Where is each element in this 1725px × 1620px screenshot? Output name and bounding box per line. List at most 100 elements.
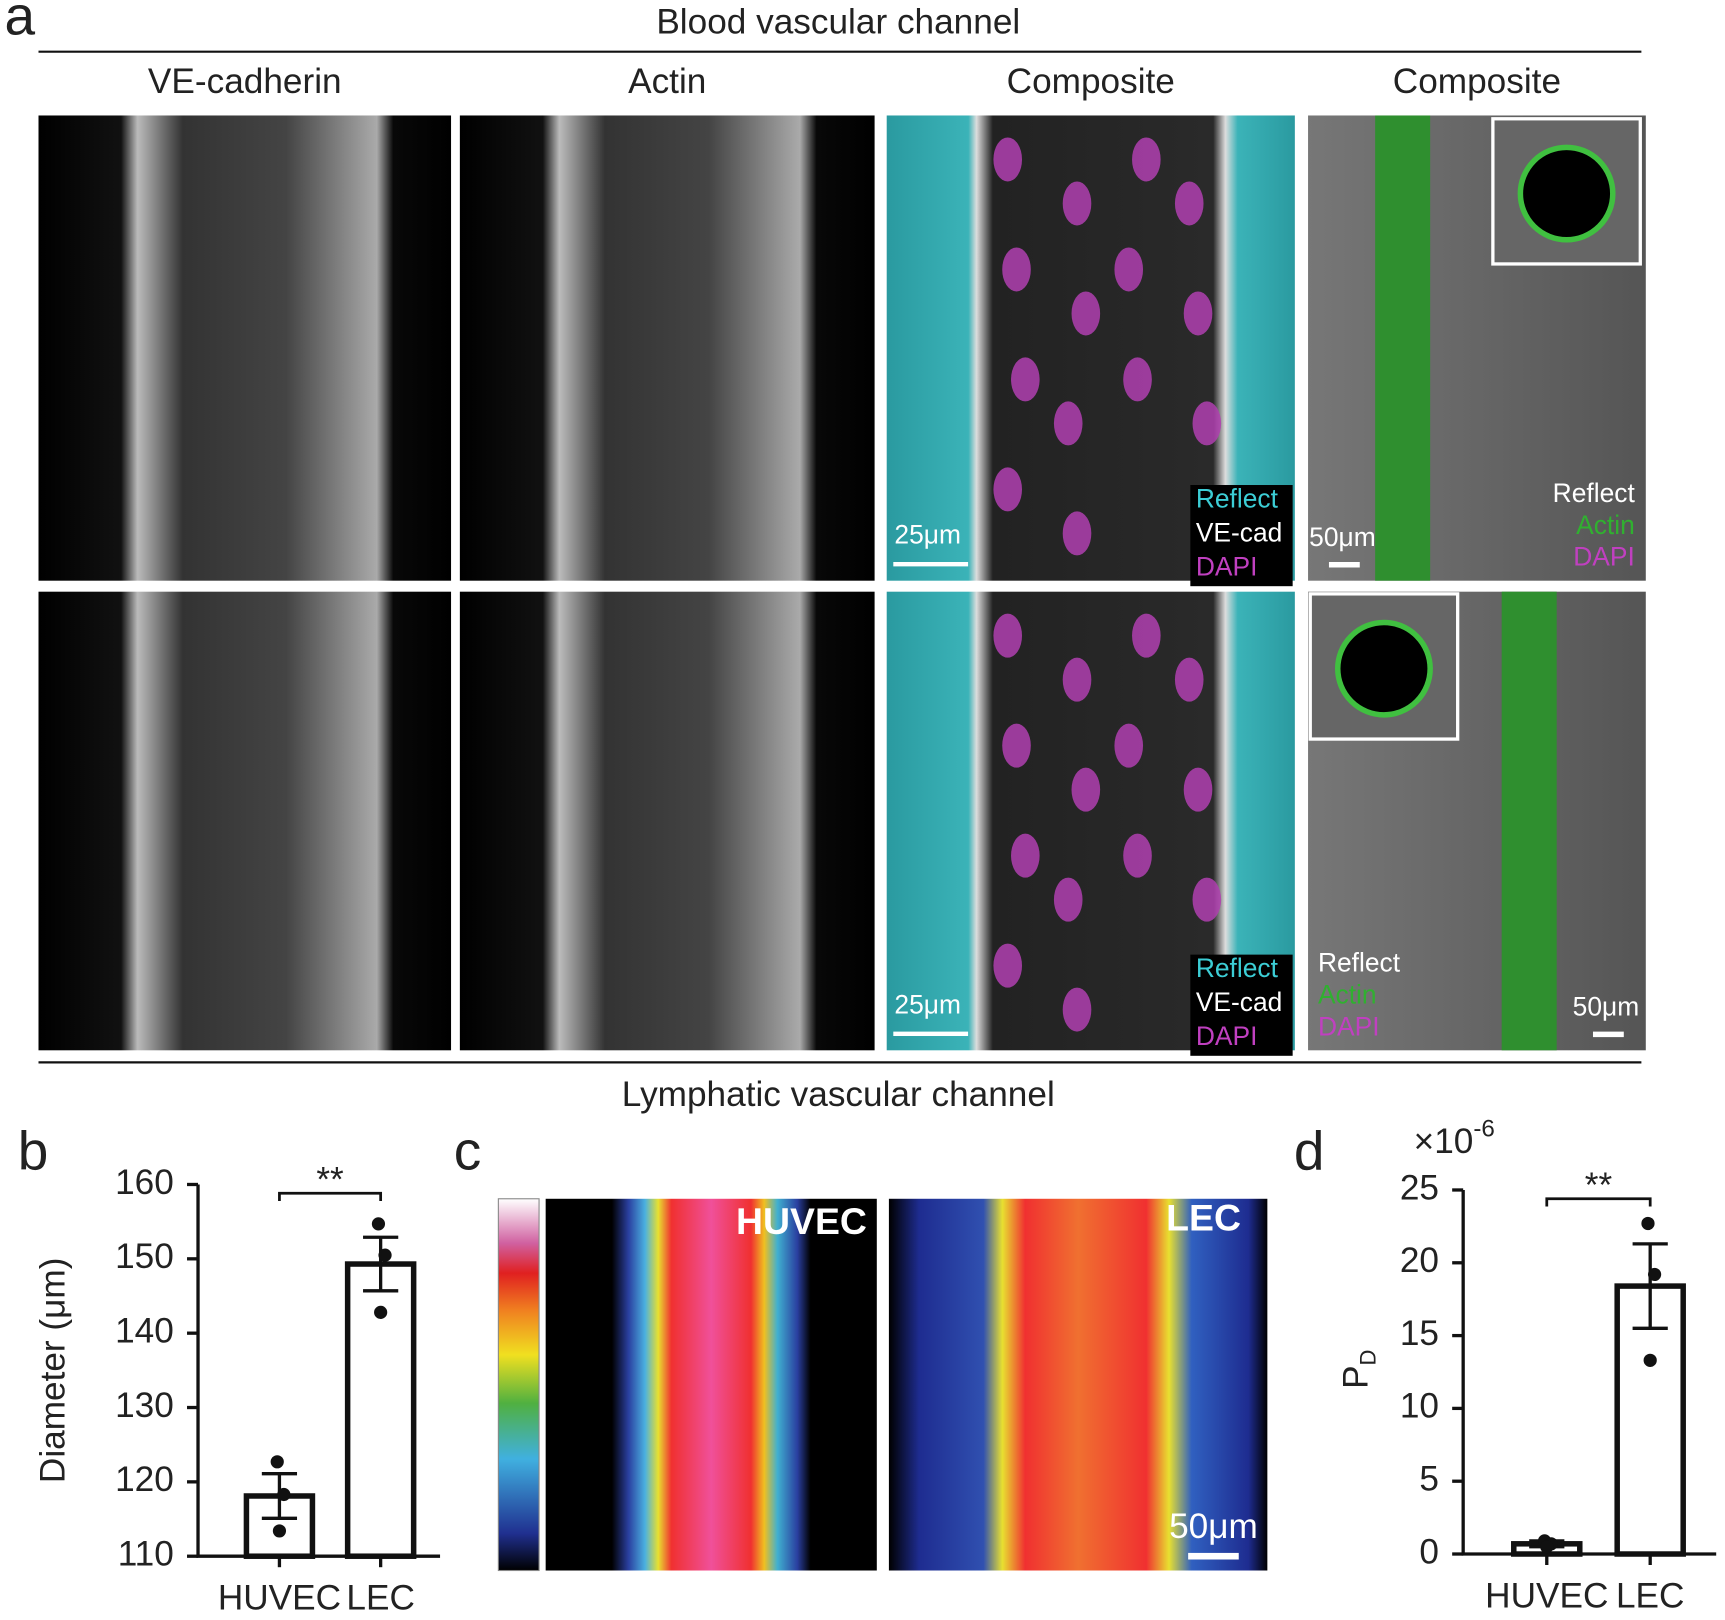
legend-label: DAPI (1196, 552, 1258, 582)
data-point (277, 1487, 291, 1502)
y-tick-label: 120 (115, 1460, 174, 1499)
vessel (1375, 115, 1431, 581)
nucleus (1002, 247, 1031, 292)
data-point (1647, 1267, 1662, 1282)
vessel (1501, 591, 1557, 1051)
nucleus (1062, 181, 1092, 226)
x-tick-label: LEC (1616, 1576, 1684, 1615)
y-axis-label-subscript: D (1355, 1350, 1380, 1366)
scale-bar (893, 561, 969, 567)
nucleus (1192, 877, 1222, 922)
nucleus (993, 613, 1023, 658)
nucleus (1183, 291, 1213, 336)
nucleus (1062, 511, 1092, 556)
legend-label: Actin (1318, 979, 1377, 1009)
axis-multiplier-exponent: -6 (1473, 1116, 1495, 1143)
nucleus (1011, 833, 1040, 878)
legend-label: DAPI (1318, 1011, 1380, 1041)
legend-label: Actin (1576, 510, 1635, 540)
nucleus (1053, 401, 1083, 446)
y-tick-label: 130 (115, 1386, 174, 1425)
error-bar (363, 1235, 399, 1293)
panel-title: Lymphatic vascular channel (622, 1075, 1055, 1114)
legend-label: VE-cad (1196, 517, 1283, 547)
data-point (272, 1524, 287, 1538)
nucleus (1123, 833, 1152, 878)
nucleus (993, 943, 1023, 988)
y-tick-label: 0 (1419, 1532, 1439, 1571)
legend-label: Reflect (1318, 947, 1401, 977)
legend-box (1190, 485, 1293, 587)
panel-letter: a (5, 0, 36, 46)
micrograph (38, 591, 452, 1051)
column-title: VE-cadherin (148, 62, 342, 101)
scale-bar-label: 25μm (894, 989, 961, 1019)
legend-label: Reflect (1553, 478, 1636, 508)
column-title: Actin (628, 62, 706, 101)
legend-label: Reflect (1196, 483, 1279, 513)
scale-bar (893, 1031, 969, 1037)
data-point (270, 1455, 284, 1469)
nucleus (1071, 291, 1101, 336)
scale-bar-label: 50μm (1573, 991, 1640, 1021)
y-tick-label: 20 (1400, 1241, 1439, 1280)
panel-a: a Blood vascular channel Lymphatic vascu… (5, 0, 1646, 1114)
scale-bar (1188, 1552, 1239, 1560)
panel-letter: d (1294, 1119, 1325, 1181)
y-tick-label: 5 (1419, 1460, 1439, 1499)
y-tick-label: 25 (1400, 1168, 1439, 1207)
y-tick-label: 10 (1400, 1387, 1439, 1426)
significance-bracket (278, 1191, 383, 1201)
nucleus (1062, 987, 1092, 1032)
x-tick-label: HUVEC (218, 1579, 341, 1618)
panel-title: Blood vascular channel (656, 2, 1020, 41)
y-tick-label: 160 (115, 1163, 174, 1202)
y-axis-label: PD (1337, 1350, 1381, 1389)
significance-bracket (1545, 1197, 1652, 1207)
image-label: LEC (1166, 1197, 1241, 1239)
color-bar (497, 1198, 540, 1572)
data-point (1641, 1216, 1655, 1231)
legend-label: DAPI (1573, 542, 1635, 572)
nucleus (993, 137, 1023, 182)
legend-label: DAPI (1196, 1021, 1258, 1051)
nucleus (1123, 357, 1152, 402)
nucleus (1132, 613, 1161, 658)
y-tick-label: 140 (115, 1311, 174, 1350)
nucleus (993, 467, 1023, 512)
column-title: Composite (1393, 62, 1561, 101)
x-tick-label: HUVEC (1485, 1576, 1608, 1615)
micrograph (38, 115, 452, 581)
legend-label: VE-cad (1196, 987, 1283, 1017)
y-tick-label: 150 (115, 1237, 174, 1276)
nucleus (1011, 357, 1040, 402)
x-tick-label: LEC (346, 1579, 414, 1618)
nucleus (1053, 877, 1083, 922)
panel-c: c HUVEC LEC 50μm (454, 1119, 1268, 1572)
inset-lumen (1335, 619, 1433, 718)
data-point (371, 1217, 386, 1231)
significance-label: ** (1585, 1166, 1613, 1205)
nucleus (1174, 657, 1204, 702)
scale-bar-label: 50μm (1169, 1507, 1258, 1546)
legend-box (1190, 954, 1293, 1056)
nucleus (1062, 657, 1092, 702)
inset-lumen (1517, 144, 1616, 243)
nucleus (1002, 723, 1031, 768)
micrograph (459, 591, 875, 1051)
y-axis-label: P (1337, 1365, 1376, 1388)
scale-bar (1328, 561, 1360, 568)
data-point (378, 1248, 392, 1262)
scale-bar (1592, 1031, 1624, 1038)
heatmap-image (888, 1198, 1268, 1571)
legend-label: Reflect (1196, 953, 1279, 983)
panel-letter: b (18, 1119, 49, 1181)
column-title: Composite (1007, 62, 1175, 101)
nucleus (1183, 767, 1213, 812)
nucleus (1132, 137, 1161, 182)
panel-letter: c (454, 1119, 482, 1181)
y-tick-label: 110 (118, 1535, 174, 1574)
axis-multiplier: ×10-6 (1414, 1116, 1495, 1161)
